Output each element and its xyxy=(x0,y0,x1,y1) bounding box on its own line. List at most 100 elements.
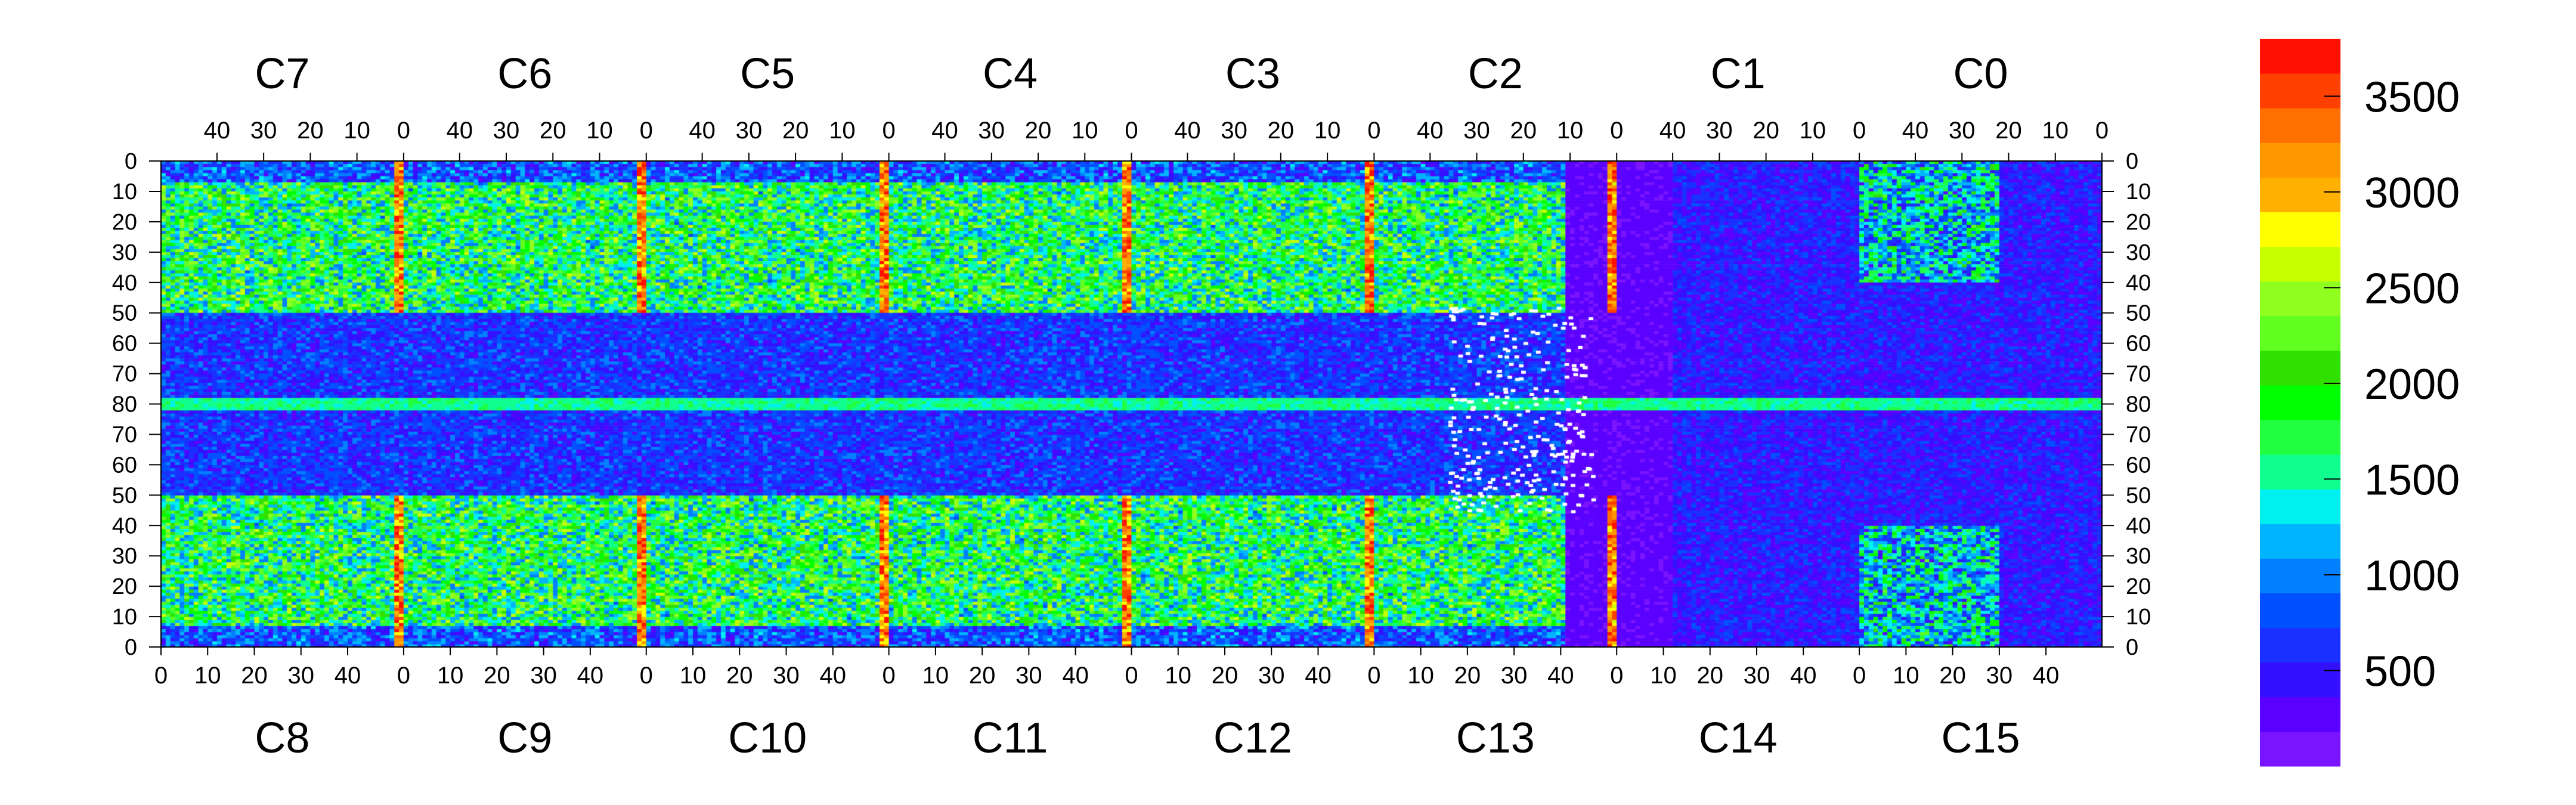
color-scale-segment-0 xyxy=(2260,731,2340,767)
top-col-tick-C0-0: 0 xyxy=(397,117,410,144)
top-col-tick-C1-0: 0 xyxy=(640,117,653,144)
top-col-tick-C4-20: 20 xyxy=(1268,117,1295,144)
bottom-col-tick-C6-40: 40 xyxy=(1790,662,1817,689)
left-row-tick-15: 10 xyxy=(112,605,137,630)
right-row-tick-0: 0 xyxy=(2126,149,2138,174)
top-col-tick-C6-30: 30 xyxy=(1706,117,1733,144)
bottom-chip-label-C9: C9 xyxy=(497,714,552,762)
top-col-tick-C6-40: 40 xyxy=(1659,117,1686,144)
bottom-col-tick-C4-10: 10 xyxy=(1165,662,1191,689)
top-chip-label-C3: C3 xyxy=(1225,50,1280,98)
bottom-chip-label-C15: C15 xyxy=(1942,714,2020,762)
left-row-tick-9: 70 xyxy=(112,422,137,447)
left-row-tick-5: 50 xyxy=(112,301,137,326)
left-row-tick-11: 50 xyxy=(112,483,137,508)
bottom-col-tick-C3-20: 20 xyxy=(969,662,996,689)
top-chip-label-C2: C2 xyxy=(1468,50,1523,98)
bottom-chip-label-C13: C13 xyxy=(1456,714,1535,762)
color-scale-label-3000: 3000 xyxy=(2364,169,2460,217)
top-col-tick-C7-0: 0 xyxy=(2095,117,2109,144)
bottom-col-tick-C0-20: 20 xyxy=(241,662,268,689)
left-row-tick-8: 80 xyxy=(112,392,137,417)
top-col-tick-C7-30: 30 xyxy=(1949,117,1976,144)
top-col-tick-C2-30: 30 xyxy=(736,117,763,144)
bottom-col-tick-C5-10: 10 xyxy=(1407,662,1434,689)
top-col-tick-C1-20: 20 xyxy=(540,117,566,144)
bottom-col-tick-C5-0: 0 xyxy=(1367,662,1380,689)
bottom-col-tick-C3-40: 40 xyxy=(1062,662,1089,689)
right-row-tick-6: 60 xyxy=(2126,332,2151,357)
bottom-col-tick-C0-10: 10 xyxy=(194,662,221,689)
top-col-tick-C2-0: 0 xyxy=(883,117,896,144)
bottom-col-tick-C7-10: 10 xyxy=(1893,662,1919,689)
top-col-tick-C2-10: 10 xyxy=(829,117,856,144)
left-row-tick-14: 20 xyxy=(112,574,137,599)
top-col-tick-C5-10: 10 xyxy=(1557,117,1584,144)
top-col-tick-C3-40: 40 xyxy=(931,117,958,144)
bottom-col-tick-C0-30: 30 xyxy=(287,662,314,689)
bottom-col-tick-C2-40: 40 xyxy=(819,662,846,689)
color-scale-segment-19 xyxy=(2260,73,2340,109)
top-col-tick-C4-10: 10 xyxy=(1314,117,1341,144)
right-row-tick-8: 80 xyxy=(2126,392,2151,417)
bottom-col-tick-C2-30: 30 xyxy=(773,662,800,689)
right-row-tick-3: 30 xyxy=(2126,240,2151,265)
bottom-col-tick-C7-30: 30 xyxy=(1986,662,2013,689)
right-row-tick-15: 10 xyxy=(2126,605,2151,630)
bottom-col-tick-C2-20: 20 xyxy=(726,662,753,689)
right-row-tick-13: 30 xyxy=(2126,544,2151,569)
bottom-col-tick-C4-0: 0 xyxy=(1125,662,1138,689)
right-row-tick-12: 40 xyxy=(2126,513,2151,538)
top-chip-label-C0: C0 xyxy=(1953,50,2008,98)
bottom-col-tick-C3-30: 30 xyxy=(1015,662,1042,689)
bottom-col-tick-C2-10: 10 xyxy=(680,662,707,689)
top-col-tick-C5-20: 20 xyxy=(1510,117,1537,144)
right-row-tick-4: 40 xyxy=(2126,271,2151,296)
bottom-chip-label-C11: C11 xyxy=(973,714,1048,762)
color-scale-label-1000: 1000 xyxy=(2364,552,2460,600)
top-col-tick-C2-20: 20 xyxy=(782,117,809,144)
top-col-tick-C6-20: 20 xyxy=(1753,117,1779,144)
right-row-tick-9: 70 xyxy=(2126,422,2151,447)
bottom-col-tick-C1-30: 30 xyxy=(530,662,557,689)
left-row-tick-13: 30 xyxy=(112,544,137,569)
color-scale-segment-6 xyxy=(2260,524,2340,559)
color-scale-label-2000: 2000 xyxy=(2364,361,2460,408)
right-row-tick-11: 50 xyxy=(2126,483,2151,508)
color-scale-segment-4 xyxy=(2260,593,2340,628)
color-scale-segment-11 xyxy=(2260,350,2340,386)
top-col-tick-C5-40: 40 xyxy=(1417,117,1444,144)
top-chip-label-C4: C4 xyxy=(983,50,1038,98)
color-scale-segment-17 xyxy=(2260,143,2340,178)
bottom-chip-label-C14: C14 xyxy=(1699,714,1778,762)
top-chip-label-C5: C5 xyxy=(740,50,795,98)
bottom-col-tick-C0-40: 40 xyxy=(335,662,361,689)
color-scale-label-3500: 3500 xyxy=(2364,73,2460,121)
bottom-chip-label-C12: C12 xyxy=(1213,714,1292,762)
bottom-col-tick-C4-20: 20 xyxy=(1212,662,1239,689)
top-col-tick-C5-0: 0 xyxy=(1610,117,1623,144)
bottom-col-tick-C1-10: 10 xyxy=(437,662,464,689)
left-row-tick-1: 10 xyxy=(112,179,137,205)
color-scale-segment-1 xyxy=(2260,696,2340,732)
right-row-tick-16: 0 xyxy=(2126,635,2138,660)
bottom-col-tick-C5-20: 20 xyxy=(1454,662,1481,689)
top-col-tick-C7-40: 40 xyxy=(1902,117,1929,144)
color-scale-segment-10 xyxy=(2260,385,2340,420)
right-row-tick-14: 20 xyxy=(2126,574,2151,599)
bottom-col-tick-C1-20: 20 xyxy=(484,662,510,689)
bottom-col-tick-C1-0: 0 xyxy=(397,662,410,689)
bottom-col-tick-C4-40: 40 xyxy=(1305,662,1332,689)
left-row-tick-16: 0 xyxy=(125,635,137,660)
top-col-tick-C3-0: 0 xyxy=(1125,117,1138,144)
color-scale-segment-20 xyxy=(2260,39,2340,74)
color-scale-segment-9 xyxy=(2260,420,2340,455)
bottom-chip-label-C10: C10 xyxy=(728,714,807,762)
right-row-tick-5: 50 xyxy=(2126,301,2151,326)
top-col-tick-C0-40: 40 xyxy=(204,117,231,144)
bottom-col-tick-C2-0: 0 xyxy=(640,662,653,689)
left-row-tick-4: 40 xyxy=(112,271,137,296)
